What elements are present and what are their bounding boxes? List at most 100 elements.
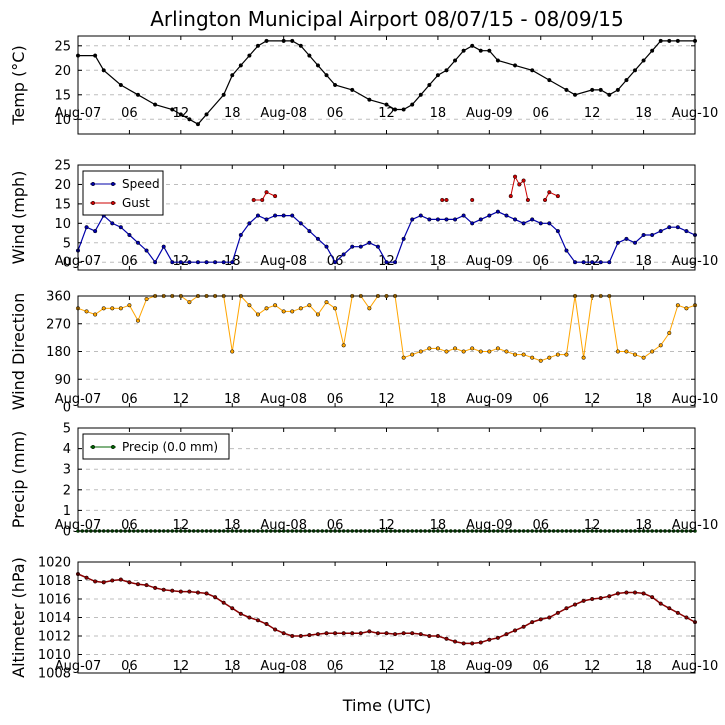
data-point <box>658 601 663 606</box>
series-line <box>309 304 319 315</box>
data-point <box>598 260 603 265</box>
data-point <box>358 631 363 636</box>
data-point <box>187 589 192 594</box>
data-point <box>410 352 415 357</box>
data-point <box>607 594 612 599</box>
series-line <box>368 295 379 309</box>
y-axis-label: Wind Direction <box>9 293 28 411</box>
data-point <box>110 221 115 226</box>
data-point <box>632 240 638 245</box>
x-tick-label: 18 <box>635 254 652 269</box>
y-tick-label: 180 <box>46 345 71 360</box>
y-axis-label: Altimeter (hPa) <box>9 557 28 678</box>
data-point <box>264 621 269 627</box>
y-tick-label: 5 <box>63 236 71 251</box>
x-tick-label: 18 <box>635 106 652 121</box>
data-point <box>375 244 380 249</box>
data-point <box>247 615 252 620</box>
data-point <box>178 589 183 594</box>
series-line <box>223 295 233 352</box>
data-point <box>290 213 295 218</box>
legend-label: Gust <box>122 196 150 210</box>
data-point <box>290 38 295 43</box>
data-point <box>641 58 646 63</box>
data-point <box>230 73 235 78</box>
data-point <box>564 352 569 357</box>
data-point <box>521 178 526 183</box>
data-point <box>307 633 312 638</box>
data-point <box>93 53 98 58</box>
y-tick-label: 360 <box>46 290 71 305</box>
data-point <box>101 580 106 585</box>
data-point <box>375 631 380 636</box>
data-point <box>238 611 243 616</box>
data-point <box>358 244 363 249</box>
data-point <box>315 632 320 637</box>
legend-marker <box>90 444 96 450</box>
data-point <box>144 248 149 253</box>
data-point <box>470 346 475 351</box>
data-point <box>101 68 106 73</box>
data-point <box>410 217 415 222</box>
data-point <box>495 209 500 214</box>
data-point <box>350 87 355 92</box>
data-point <box>667 225 672 230</box>
legend-box <box>82 170 164 216</box>
data-point <box>470 43 475 48</box>
data-point <box>247 221 252 226</box>
plot-frame <box>77 427 696 532</box>
data-point <box>161 244 166 249</box>
x-tick-label: 06 <box>121 254 138 269</box>
data-point <box>525 197 530 203</box>
data-point <box>204 260 209 265</box>
data-point <box>401 355 406 360</box>
legend-marker <box>110 181 116 187</box>
plot-frame <box>77 35 696 135</box>
data-point <box>650 349 655 354</box>
data-point <box>213 260 218 265</box>
chart-title: Arlington Municipal Airport 08/07/15 - 0… <box>150 7 623 31</box>
data-point <box>264 306 269 311</box>
data-point <box>555 352 560 357</box>
data-point <box>650 595 655 600</box>
data-point <box>461 213 466 218</box>
y-tick-label: 1020 <box>38 556 71 571</box>
data-point <box>118 306 123 311</box>
data-point <box>470 641 475 646</box>
data-point <box>470 197 475 203</box>
data-point <box>675 38 680 43</box>
data-point <box>581 598 586 603</box>
data-point <box>590 260 595 265</box>
legend-marker <box>110 444 116 450</box>
data-point <box>255 618 261 623</box>
data-point <box>127 303 132 308</box>
data-point <box>590 87 595 92</box>
data-point <box>487 48 492 53</box>
data-point <box>93 579 98 584</box>
series-line <box>660 332 670 346</box>
legend-label: Speed <box>122 177 160 191</box>
data-point <box>512 217 518 222</box>
data-point <box>170 107 175 112</box>
legend-label: Precip (0.0 mm) <box>122 440 218 454</box>
y-tick-label: 3 <box>63 463 71 478</box>
data-point <box>650 232 655 238</box>
data-point <box>230 260 235 265</box>
data-point <box>598 87 603 92</box>
y-tick-label: 4 <box>63 442 71 457</box>
data-point <box>555 229 560 234</box>
y-tick-label: 1012 <box>38 630 71 645</box>
legend-marker <box>110 200 116 206</box>
data-point <box>341 343 346 348</box>
data-point <box>290 309 295 314</box>
x-tick-label: Aug-09 <box>466 518 513 533</box>
x-tick-label: 12 <box>584 392 601 407</box>
data-point <box>572 602 578 607</box>
series-line <box>608 295 619 352</box>
data-point <box>161 587 166 592</box>
data-point <box>255 312 261 317</box>
x-tick-label: 06 <box>327 106 344 121</box>
y-tick-label: 0 <box>63 401 71 416</box>
